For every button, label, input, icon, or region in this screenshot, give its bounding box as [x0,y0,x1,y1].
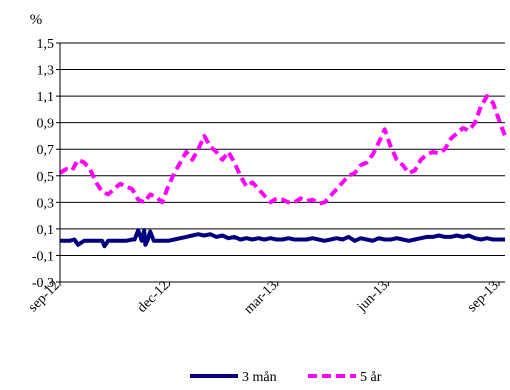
y-tick-label: 0,9 [37,117,55,132]
y-tick-label: 0,1 [37,223,55,238]
x-tick-labels: sep-12 dec-12 mar-13 jun-13 sep-13 [26,278,502,317]
y-tick-labels: 1,5 1,3 1,1 0,9 0,7 0,5 0,3 0,1 -0,1 -0,3 [32,37,54,291]
y-tick-label: 0,3 [37,196,55,211]
axes [59,43,505,286]
grid-lines [56,42,505,283]
x-tick-label: dec-12 [135,278,173,316]
y-tick-label: 1,5 [37,37,55,52]
x-tick-label: sep-13 [465,278,502,315]
y-axis-unit-label: % [30,12,43,28]
y-tick-label: -0,1 [32,249,54,264]
series-line-1 [60,228,505,249]
legend-label-2: 5 år [360,370,382,385]
y-tick-label: -0,3 [32,276,54,291]
series-layer [58,94,507,249]
series-line-2 [58,94,507,206]
x-tick-label: jun-13 [354,278,391,315]
y-tick-label: 1,3 [37,64,55,79]
y-tick-label: 0,7 [37,143,55,158]
legend-label-1: 3 mån [242,370,277,385]
y-tick-label: 0,5 [37,170,55,185]
y-tick-label: 1,1 [37,90,55,105]
x-tick-label: mar-13 [242,278,281,317]
legend: 3 mån 5 år [190,370,382,385]
